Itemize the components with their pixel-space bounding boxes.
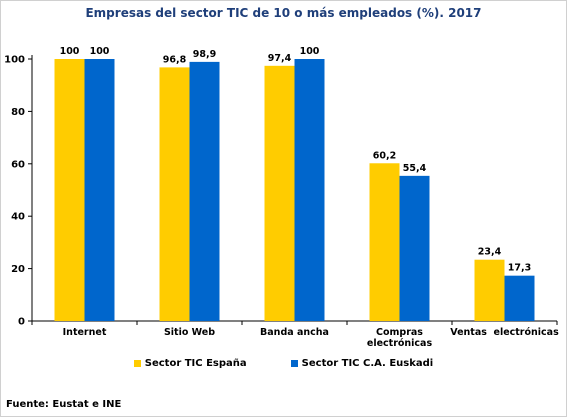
legend-label-euskadi: Sector TIC C.A. Euskadi	[301, 358, 434, 369]
legend: Sector TIC España Sector TIC C.A. Euskad…	[0, 358, 567, 369]
y-tick-label: 0	[18, 317, 25, 328]
data-label: 100	[90, 46, 110, 57]
x-category-label: electrónicas	[367, 338, 433, 349]
chart-title: Empresas del sector TIC de 10 o más empl…	[85, 6, 482, 20]
bar-euskadi	[504, 275, 535, 321]
data-label: 55,4	[403, 163, 427, 174]
bar-espana	[369, 163, 400, 321]
y-tick-label: 40	[11, 212, 25, 223]
y-tick-label: 60	[11, 159, 25, 170]
data-label: 98,9	[193, 49, 216, 60]
source-note: Fuente: Eustat e INE	[6, 399, 122, 410]
y-tick-label: 20	[11, 264, 25, 275]
x-category-label: Compras	[376, 327, 423, 338]
bar-espana	[264, 65, 295, 321]
x-category-label: Sitio Web	[164, 327, 215, 338]
bar-espana	[159, 67, 190, 321]
bar-euskadi	[84, 59, 115, 321]
x-category-label: Internet	[63, 327, 107, 338]
legend-item-euskadi: Sector TIC C.A. Euskadi	[290, 358, 434, 369]
bar-espana	[54, 59, 85, 321]
bar-espana	[474, 259, 505, 321]
bar-euskadi	[294, 59, 325, 321]
data-label: 23,4	[478, 247, 502, 258]
data-label: 96,8	[163, 54, 187, 65]
bar-euskadi	[399, 175, 430, 321]
data-label: 97,4	[268, 53, 292, 64]
x-category-label: Banda ancha	[260, 327, 329, 338]
legend-swatch-espana	[133, 360, 141, 367]
legend-swatch-euskadi	[290, 360, 298, 367]
data-label: 60,2	[373, 150, 396, 161]
data-label: 17,3	[508, 263, 531, 274]
data-label: 100	[300, 46, 320, 57]
y-tick-label: 100	[4, 55, 25, 66]
y-tick-label: 80	[11, 107, 25, 118]
bar-euskadi	[189, 61, 220, 322]
x-category-label: Ventas electrónicas	[450, 327, 559, 338]
legend-label-espana: Sector TIC España	[144, 358, 247, 369]
legend-item-espana: Sector TIC España	[133, 358, 247, 369]
data-label: 100	[60, 46, 80, 57]
